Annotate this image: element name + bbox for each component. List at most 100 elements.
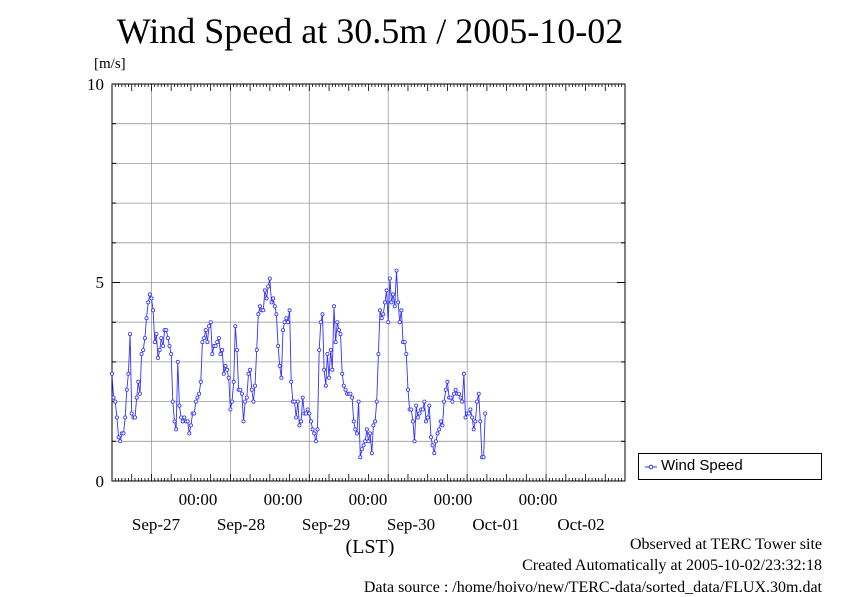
data-point <box>363 439 368 444</box>
data-point <box>246 371 251 376</box>
data-point <box>305 407 310 412</box>
data-point <box>197 391 202 396</box>
data-point <box>155 355 160 360</box>
data-point <box>165 336 170 341</box>
data-point <box>188 423 193 428</box>
data-point <box>392 304 397 309</box>
data-point <box>238 387 243 392</box>
data-point <box>443 387 448 392</box>
data-point <box>159 336 164 341</box>
legend-line-marker-icon <box>645 464 657 470</box>
data-point <box>473 419 478 424</box>
data-point <box>437 427 442 432</box>
data-point <box>430 443 435 448</box>
data-point <box>220 347 225 352</box>
x-time-label: 00:00 <box>518 490 558 509</box>
data-point <box>458 395 463 400</box>
data-point <box>233 324 238 329</box>
data-point <box>422 399 427 404</box>
data-point <box>330 367 335 372</box>
data-point <box>405 387 410 392</box>
data-point <box>376 351 381 356</box>
data-point <box>476 391 481 396</box>
data-point <box>448 395 453 400</box>
data-point <box>182 415 187 420</box>
x-date-label: Sep-28 <box>216 515 266 534</box>
data-point <box>146 300 151 305</box>
data-point <box>226 375 231 380</box>
data-point <box>206 324 211 329</box>
data-point <box>123 415 128 420</box>
footer-data-source: Data source : /home/hoivo/new/TERC-data/… <box>363 579 822 596</box>
data-point <box>269 300 274 305</box>
data-point <box>213 343 218 348</box>
data-point <box>397 320 402 325</box>
data-point <box>174 427 179 432</box>
data-point <box>382 300 387 305</box>
data-point <box>154 332 159 337</box>
data-point <box>338 332 343 337</box>
data-point <box>113 399 118 404</box>
data-point <box>361 443 366 448</box>
data-point <box>175 359 180 364</box>
data-point <box>141 347 146 352</box>
data-point <box>474 399 479 404</box>
data-point <box>470 415 475 420</box>
data-point <box>223 363 228 368</box>
data-point <box>328 347 333 352</box>
data-point <box>251 399 256 404</box>
data-point <box>249 387 254 392</box>
data-point <box>303 411 308 416</box>
data-point <box>139 351 144 356</box>
data-point <box>428 435 433 440</box>
data-point <box>310 427 315 432</box>
data-point <box>271 296 276 301</box>
data-point <box>445 379 450 384</box>
data-point <box>356 399 361 404</box>
data-point <box>215 340 220 345</box>
data-point <box>396 300 401 305</box>
data-point <box>252 383 257 388</box>
data-point <box>152 340 157 345</box>
data-point <box>208 320 213 325</box>
data-point <box>239 391 244 396</box>
data-point <box>256 312 261 317</box>
data-point <box>195 395 200 400</box>
data-point <box>248 367 253 372</box>
data-point <box>136 379 141 384</box>
data-point <box>348 391 353 396</box>
footer-site: Observed at TERC Tower site <box>629 536 822 553</box>
y-tick-label-5: 5 <box>95 273 105 292</box>
data-point <box>317 347 322 352</box>
data-point <box>410 419 415 424</box>
data-point <box>170 399 175 404</box>
data-point <box>391 292 396 297</box>
data-point <box>409 407 414 412</box>
data-point <box>333 340 338 345</box>
data-point <box>456 391 461 396</box>
data-point <box>354 431 359 436</box>
data-point <box>225 367 230 372</box>
data-point <box>118 439 123 444</box>
chart-title: Wind Speed at 30.5m / 2005-10-02 <box>116 11 624 51</box>
data-point <box>169 351 174 356</box>
data-point <box>121 431 126 436</box>
data-point <box>318 320 323 325</box>
axes <box>111 83 626 482</box>
data-point <box>289 379 294 384</box>
data-point <box>343 387 348 392</box>
data-point <box>285 320 290 325</box>
data-point <box>300 395 305 400</box>
data-point <box>377 308 382 313</box>
data-point <box>438 419 443 424</box>
data-point <box>142 336 147 341</box>
data-point <box>478 419 483 424</box>
data-point <box>379 316 384 321</box>
legend-label: Wind Speed <box>661 457 743 474</box>
data-point <box>210 351 215 356</box>
x-date-label: Sep-29 <box>301 515 351 534</box>
data-point <box>149 296 154 301</box>
data-point <box>435 431 440 436</box>
y-tick-label-0: 0 <box>95 472 105 491</box>
data-point <box>326 375 331 380</box>
